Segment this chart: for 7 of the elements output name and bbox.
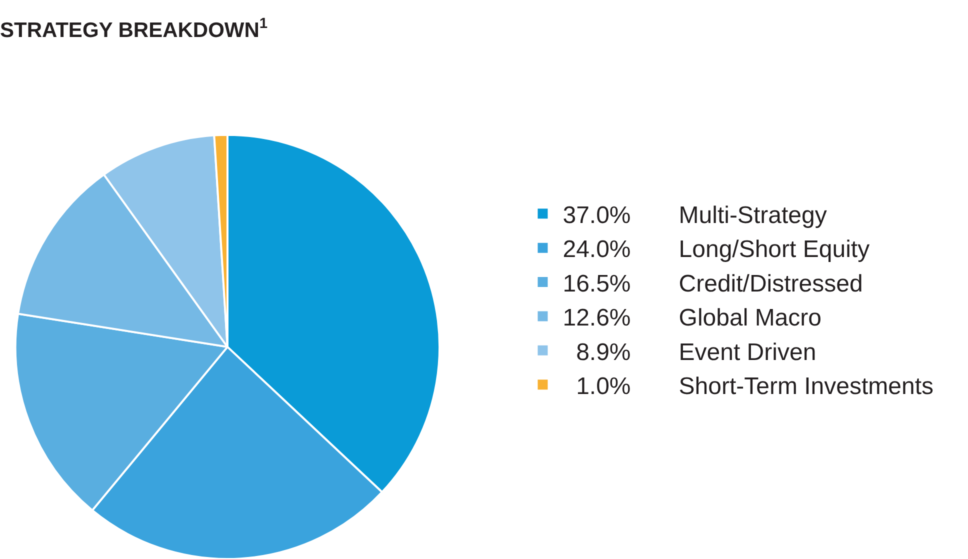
legend-label: 12.6% Global Macro <box>562 304 822 332</box>
legend-label: 8.9% Event Driven <box>562 338 816 366</box>
legend-label: 24.0% Long/Short Equity <box>562 236 870 264</box>
legend-label: 1.0% Short-Term Investments <box>562 372 934 400</box>
legend-label: 37.0% Multi-Strategy <box>562 202 827 229</box>
legend-label: 16.5% Credit/Distressed <box>562 270 863 298</box>
chart-title: STRATEGY BREAKDOWN$^{1}$ <box>0 16 268 42</box>
